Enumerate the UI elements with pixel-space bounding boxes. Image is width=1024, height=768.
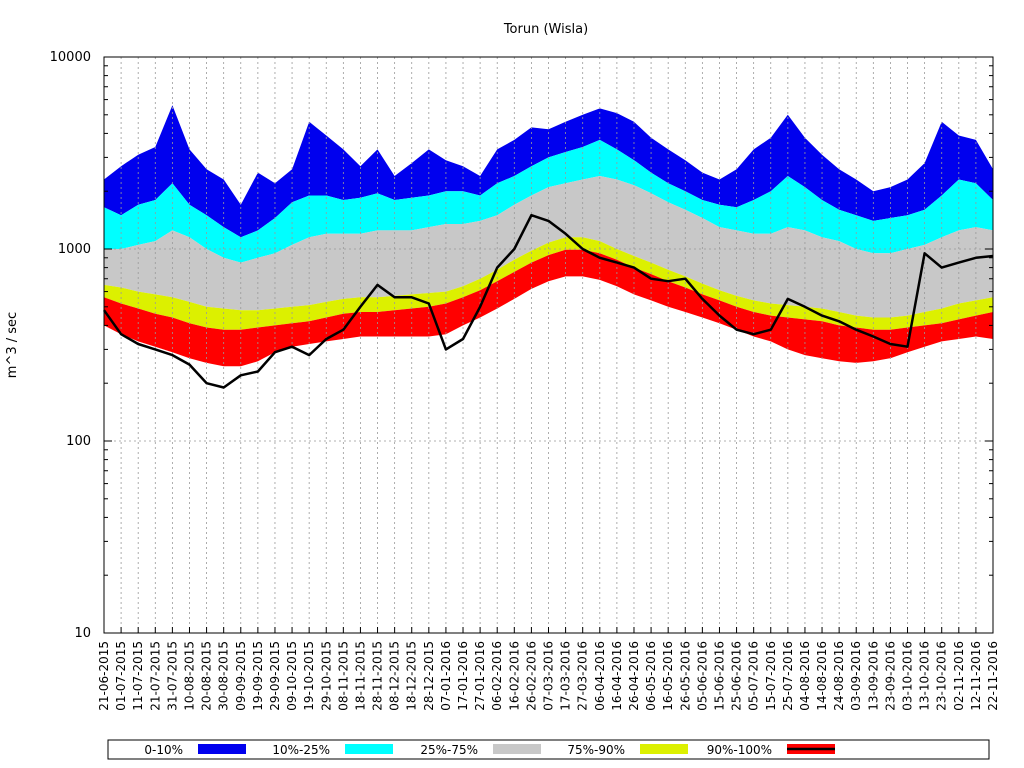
- x-tick-label: 23-10-2016: [935, 641, 949, 711]
- x-tick-label: 13-09-2016: [866, 641, 880, 711]
- x-tick-labels: 21-06-2015 01-07-2015 11-07-2015 21-07-2015…: [97, 641, 1000, 711]
- legend-swatch: [640, 744, 688, 754]
- x-tick-label: 02-11-2016: [952, 641, 966, 711]
- x-tick-label: 03-10-2016: [901, 641, 915, 711]
- x-tick-label: 07-03-2016: [542, 641, 556, 711]
- x-tick-label: 14-08-2016: [815, 641, 829, 711]
- x-tick-label: 06-02-2016: [490, 641, 504, 711]
- x-tick-label: 17-03-2016: [559, 641, 573, 711]
- series-line-0: [102, 213, 994, 389]
- x-tick-label: 03-09-2016: [849, 641, 863, 711]
- x-tick-label: 05-06-2016: [695, 641, 709, 711]
- grid-lines: [104, 57, 993, 633]
- legend-label: 0-10%: [144, 743, 183, 757]
- x-tick-label: 09-10-2015: [285, 641, 299, 711]
- y-tick-labels: 10 100 1000 10000: [50, 50, 91, 641]
- x-tick-label: 30-08-2015: [217, 641, 231, 711]
- x-tick-label: 20-08-2015: [200, 641, 214, 711]
- band-4: [104, 237, 993, 330]
- y-tick-label: 100: [66, 434, 91, 449]
- x-tick-label: 18-12-2015: [405, 641, 419, 711]
- series-lines: [102, 213, 994, 389]
- x-tick-label: 29-10-2015: [319, 641, 333, 711]
- legend-label: 10%-25%: [272, 743, 330, 757]
- x-tick-label: 26-02-2016: [524, 641, 538, 711]
- x-tick-label: 16-05-2016: [661, 641, 675, 711]
- x-tick-label: 04-08-2016: [798, 641, 812, 711]
- x-tick-label: 17-01-2016: [456, 641, 470, 711]
- x-tick-label: 19-10-2015: [302, 641, 316, 711]
- chart-title: Torun (Wisla): [503, 22, 588, 37]
- x-tick-label: 31-07-2015: [165, 641, 179, 711]
- x-tick-label: 25-07-2016: [781, 641, 795, 711]
- x-tick-label: 28-12-2015: [422, 641, 436, 711]
- legend-label: 25%-75%: [420, 743, 478, 757]
- x-tick-label: 05-07-2016: [747, 641, 761, 711]
- x-tick-label: 01-07-2015: [114, 641, 128, 711]
- legend-swatch: [493, 744, 541, 754]
- x-tick-label: 07-01-2016: [439, 641, 453, 711]
- x-tick-label: 22-11-2016: [986, 641, 1000, 711]
- x-tick-label: 16-04-2016: [610, 641, 624, 711]
- x-tick-label: 25-06-2016: [730, 641, 744, 711]
- x-tick-label: 10-08-2015: [183, 641, 197, 711]
- x-tick-label: 11-07-2015: [131, 641, 145, 711]
- y-axis-label: m^3 / sec: [5, 312, 20, 378]
- x-tick-label: 24-08-2016: [832, 641, 846, 711]
- x-tick-label: 09-09-2015: [234, 641, 248, 711]
- x-tick-label: 23-09-2016: [883, 641, 897, 711]
- x-tick-label: 18-11-2015: [353, 641, 367, 711]
- x-tick-label: 27-01-2016: [473, 641, 487, 711]
- x-tick-label: 15-06-2016: [713, 641, 727, 711]
- legend-label: 90%-100%: [707, 743, 772, 757]
- legend-label: 75%-90%: [567, 743, 625, 757]
- x-tick-label: 26-05-2016: [678, 641, 692, 711]
- band-2: [104, 139, 993, 263]
- x-tick-label: 29-09-2015: [268, 641, 282, 711]
- x-tick-label: 21-07-2015: [148, 641, 162, 711]
- legend-swatch: [345, 744, 393, 754]
- y-tick-label: 1000: [58, 242, 91, 257]
- x-tick-label: 06-04-2016: [593, 641, 607, 711]
- x-tick-label: 12-11-2016: [969, 641, 983, 711]
- x-tick-label: 21-06-2015: [97, 641, 111, 711]
- x-tick-label: 08-11-2015: [336, 641, 350, 711]
- x-tick-label: 19-09-2015: [251, 641, 265, 711]
- legend-swatch: [198, 744, 246, 754]
- x-tick-label: 28-11-2015: [371, 641, 385, 711]
- x-tick-label: 27-03-2016: [576, 641, 590, 711]
- axes: [103, 56, 994, 634]
- x-tick-label: 13-10-2016: [918, 641, 932, 711]
- x-tick-label: 26-04-2016: [627, 641, 641, 711]
- x-tick-label: 16-02-2016: [507, 641, 521, 711]
- x-tick-label: 06-05-2016: [644, 641, 658, 711]
- x-tick-label: 08-12-2015: [388, 641, 402, 711]
- y-tick-label: 10: [74, 626, 91, 641]
- y-tick-label: 10000: [50, 50, 91, 65]
- legend-box: [107, 739, 990, 760]
- x-tick-label: 15-07-2016: [764, 641, 778, 711]
- legend: 0-10%10%-25%25%-75%75%-90%90%-100%Aktual…: [107, 739, 990, 760]
